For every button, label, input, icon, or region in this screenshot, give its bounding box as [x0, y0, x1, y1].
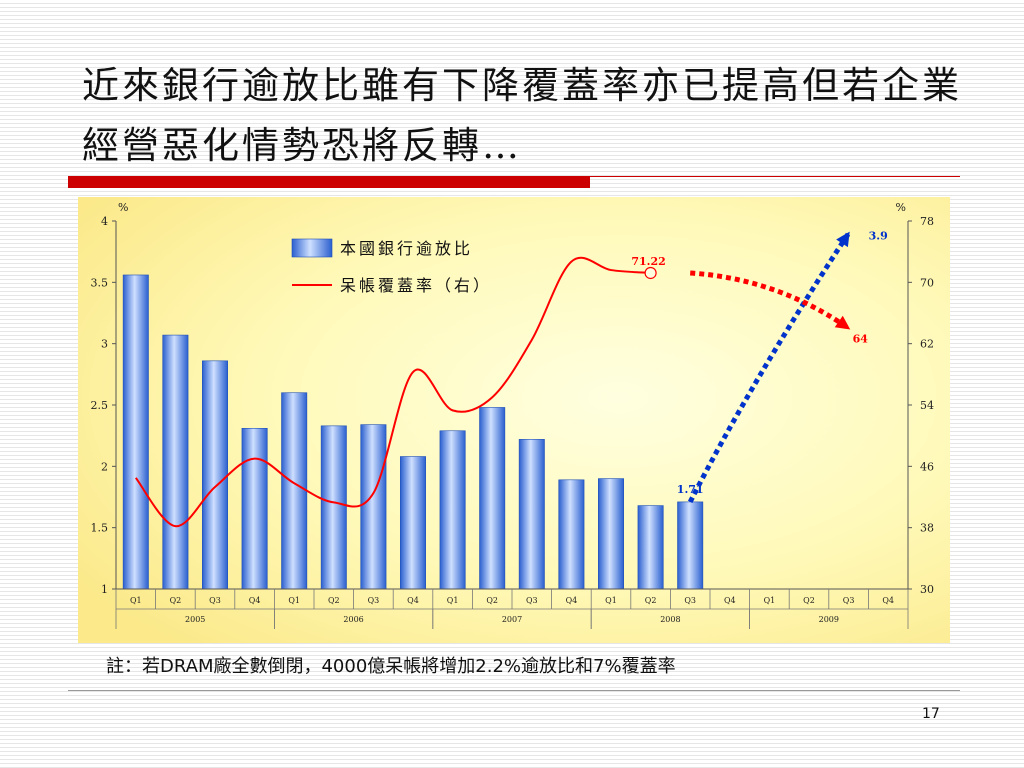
- annotation-label: 64: [853, 332, 869, 345]
- npl-projection-arrow: [687, 231, 851, 504]
- bar: [400, 456, 426, 590]
- chart: 1 1.5 2 2.5 3 3.5 4 30 38 46 54 62 70 78%% Q1 Q2 Q3 Q4 Q1…: [78, 197, 950, 643]
- year-label: 2007: [502, 615, 522, 624]
- slide-title: 近來銀行逾放比雖有下降覆蓋率亦已提高但若企業經營惡化情勢恐將反轉…: [82, 64, 962, 167]
- category-label: Q3: [684, 596, 696, 605]
- left-axis-unit: %: [118, 201, 128, 214]
- right-tick-label: 38: [920, 522, 934, 535]
- year-label: 2008: [660, 615, 680, 624]
- category-label: Q1: [764, 596, 776, 605]
- category-label: Q3: [368, 596, 380, 605]
- annotation-label: 1.71: [677, 483, 704, 496]
- title-underline-thin-line: [590, 176, 960, 177]
- right-tick-label: 78: [920, 215, 934, 228]
- bar: [479, 407, 506, 590]
- legend-bar-swatch: [291, 238, 333, 258]
- right-tick-label: 46: [920, 460, 934, 473]
- coverage-projection-arrow: [690, 270, 851, 331]
- bar: [677, 501, 704, 590]
- legend-line-label: 呆帳覆蓋率（右）: [340, 276, 492, 295]
- category-label: Q3: [209, 596, 221, 605]
- bar: [202, 360, 228, 590]
- title-underline-red-block: [68, 176, 590, 188]
- category-label: Q1: [130, 596, 142, 605]
- left-tick-label: 3: [101, 338, 108, 351]
- bar: [518, 439, 545, 590]
- bar: [598, 478, 624, 590]
- category-label: Q2: [170, 596, 182, 605]
- annotation-label: 3.9: [869, 229, 888, 242]
- bar: [320, 425, 347, 590]
- category-label: Q1: [288, 596, 300, 605]
- coverage-ratio-line: [135, 256, 651, 528]
- category-label: Q4: [407, 596, 419, 605]
- bar: [241, 428, 268, 590]
- legend-bar-label: 本國銀行逾放比: [340, 239, 473, 258]
- bar: [558, 479, 585, 590]
- year-label: 2005: [185, 615, 205, 624]
- category-label: Q4: [724, 596, 736, 605]
- left-tick-label: 2: [101, 460, 108, 473]
- footnote: 註：若DRAM廠全數倒閉，4000億呆帳將增加2.2%逾放比和7%覆蓋率: [106, 656, 676, 677]
- right-axis-unit: %: [896, 201, 906, 214]
- bar: [122, 274, 149, 590]
- left-tick-label: 1: [101, 583, 108, 596]
- bar: [360, 424, 387, 590]
- year-label: 2006: [343, 615, 363, 624]
- year-label: 2009: [819, 615, 839, 624]
- category-label: Q3: [526, 596, 538, 605]
- category-label: Q2: [486, 596, 498, 605]
- coverage-projection-arrow-arrowhead: [834, 315, 851, 330]
- bar: [637, 505, 664, 590]
- page-number: 17: [922, 706, 940, 722]
- left-tick-label: 1.5: [91, 522, 109, 535]
- left-tick-label: 4: [101, 215, 108, 228]
- coverage-end-marker: [644, 266, 657, 280]
- category-label: Q4: [249, 596, 261, 605]
- bar: [281, 392, 308, 590]
- title-underline-bar: [68, 176, 960, 188]
- npl-projection-arrow-arrowhead: [836, 231, 850, 248]
- category-label: Q4: [566, 596, 578, 605]
- category-label: Q4: [882, 596, 894, 605]
- category-label: Q2: [645, 596, 657, 605]
- category-label: Q1: [605, 596, 617, 605]
- category-label: Q3: [843, 596, 855, 605]
- footer-divider: [68, 690, 960, 691]
- category-label: Q1: [447, 596, 459, 605]
- left-tick-label: 2.5: [91, 399, 109, 412]
- left-tick-label: 3.5: [91, 276, 109, 289]
- category-label: Q2: [328, 596, 340, 605]
- right-tick-label: 62: [920, 338, 934, 351]
- right-tick-label: 54: [920, 399, 934, 412]
- right-tick-label: 30: [920, 583, 934, 596]
- right-tick-label: 70: [920, 276, 934, 289]
- annotation-label: 71.22: [631, 255, 665, 268]
- bar: [439, 430, 466, 590]
- category-label: Q2: [803, 596, 815, 605]
- bar: [162, 334, 189, 590]
